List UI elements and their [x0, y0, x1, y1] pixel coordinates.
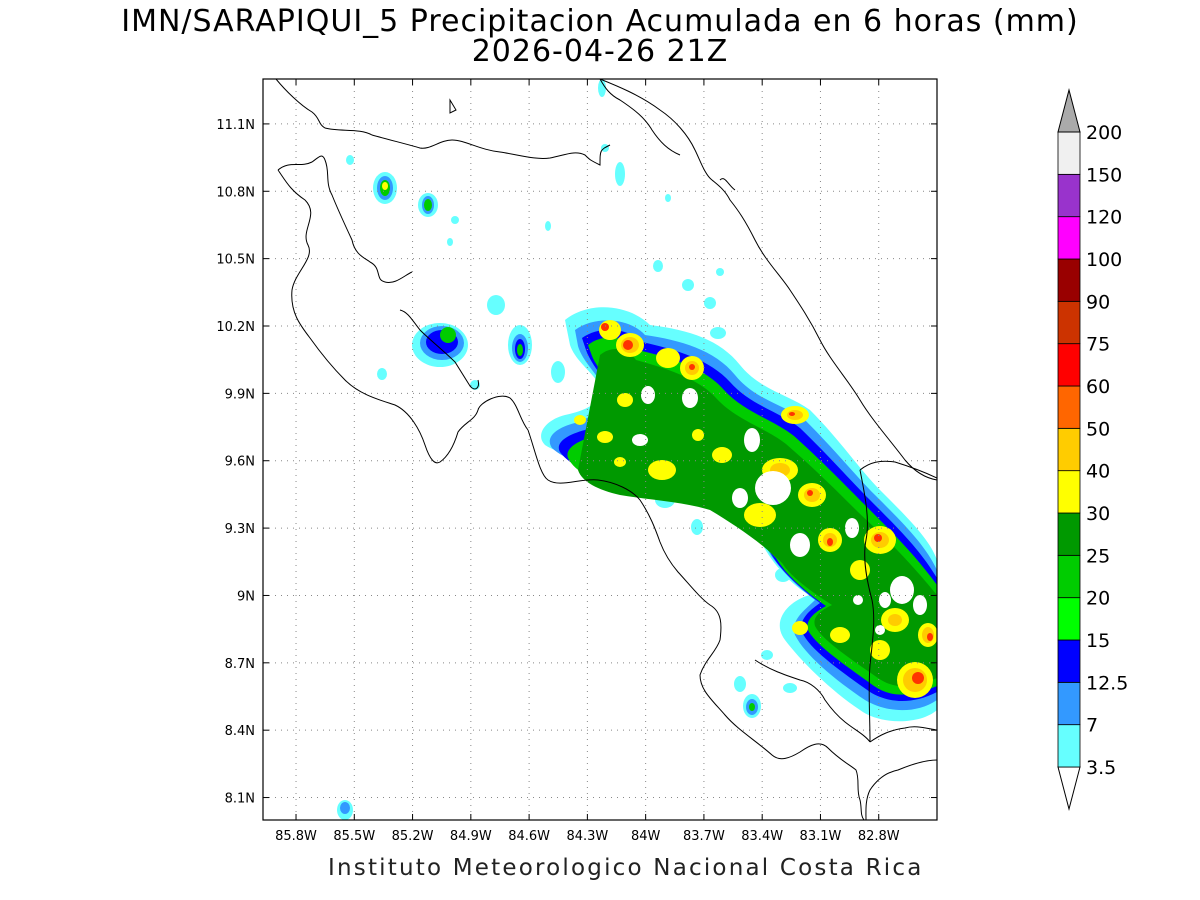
colorbar-swatch — [1057, 470, 1081, 514]
precipitation-field — [337, 79, 937, 820]
lon-tick-label: 84.6W — [508, 829, 550, 844]
colorbar-label: 30 — [1086, 503, 1110, 525]
axis-ticks — [263, 79, 937, 820]
colorbar-label: 7 — [1086, 715, 1098, 737]
lat-tick-label: 10.8N — [216, 185, 255, 200]
colorbar-legend: 3.5 7 12.5 15 20 25 30 40 50 60 75 90 100 120 150 200 — [1057, 88, 1128, 811]
colorbar-label: 12.5 — [1086, 672, 1128, 694]
coastlines — [275, 79, 937, 820]
colorbar-below-triangle — [1057, 766, 1081, 811]
lat-tick-label: 10.2N — [216, 320, 255, 335]
colorbar-label: 100 — [1086, 249, 1122, 271]
colorbar-swatch — [1057, 131, 1081, 175]
lat-tick-label: 9.6N — [225, 455, 255, 470]
lat-tick-label: 8.7N — [225, 657, 255, 672]
map-datetime: 2026-04-26 21Z — [471, 34, 729, 69]
colorbar-swatch — [1057, 300, 1081, 345]
colorbar-label: 40 — [1086, 461, 1110, 483]
map-gridlines — [263, 79, 937, 820]
colorbar-swatch — [1057, 724, 1081, 768]
lon-tick-label: 85.8W — [275, 829, 317, 844]
lon-tick-label: 83.4W — [741, 829, 783, 844]
lon-tick-label: 85.5W — [333, 829, 375, 844]
lat-tick-label: 10.5N — [216, 253, 255, 268]
lon-tick-label: 84.9W — [450, 829, 492, 844]
lat-tick-label: 11.1N — [216, 118, 255, 133]
colorbar-swatch — [1057, 173, 1081, 218]
longitude-labels: 85.8W 85.5W 85.2W 84.9W 84.6W 84.3W 84W 83.7W 83… — [275, 829, 900, 844]
latitude-labels: 11.1N 10.8N 10.5N 10.2N 9.9N 9.6N 9.3N 9N 8.7N 8.… — [216, 118, 255, 807]
lon-tick-label: 84W — [631, 829, 661, 844]
colorbar-label: 120 — [1086, 207, 1122, 229]
lat-tick-label: 9N — [237, 589, 255, 604]
lon-tick-label: 82.8W — [858, 829, 900, 844]
colorbar-label: 200 — [1086, 122, 1122, 144]
colorbar-swatch — [1057, 681, 1081, 726]
lon-tick-label: 83.7W — [683, 829, 725, 844]
colorbar-swatch — [1057, 597, 1081, 641]
colorbar-label: 60 — [1086, 376, 1110, 398]
colorbar-swatch — [1057, 512, 1081, 556]
colorbar-label: 50 — [1086, 418, 1110, 440]
colorbar-label: 150 — [1086, 164, 1122, 186]
colorbar-swatch — [1057, 554, 1081, 599]
colorbar-above-triangle — [1057, 88, 1081, 133]
lat-tick-label: 9.9N — [225, 387, 255, 402]
map-frame — [262, 78, 938, 821]
colorbar-swatch — [1057, 385, 1081, 429]
lat-tick-label: 8.1N — [225, 792, 255, 807]
colorbar-label: 25 — [1086, 545, 1110, 567]
lon-tick-label: 84.3W — [566, 829, 608, 844]
lon-tick-label: 85.2W — [392, 829, 434, 844]
map-title: IMN/SARAPIQUI_5 Precipitacion Acumulada … — [121, 4, 1079, 39]
colorbar-swatch — [1057, 343, 1081, 387]
colorbar-label: 90 — [1086, 291, 1110, 313]
colorbar-swatch — [1057, 427, 1081, 472]
colorbar-label: 75 — [1086, 334, 1110, 356]
colorbar-label: 15 — [1086, 630, 1110, 652]
footer-credit: Instituto Meteorologico Nacional Costa R… — [328, 855, 924, 881]
colorbar-swatch — [1057, 639, 1081, 683]
lat-tick-label: 8.4N — [225, 724, 255, 739]
lat-tick-label: 9.3N — [225, 522, 255, 537]
colorbar-swatch — [1057, 258, 1081, 302]
colorbar-label: 3.5 — [1086, 757, 1116, 779]
colorbar-label: 20 — [1086, 588, 1110, 610]
lon-tick-label: 83.1W — [800, 829, 842, 844]
colorbar-swatch — [1057, 216, 1081, 260]
